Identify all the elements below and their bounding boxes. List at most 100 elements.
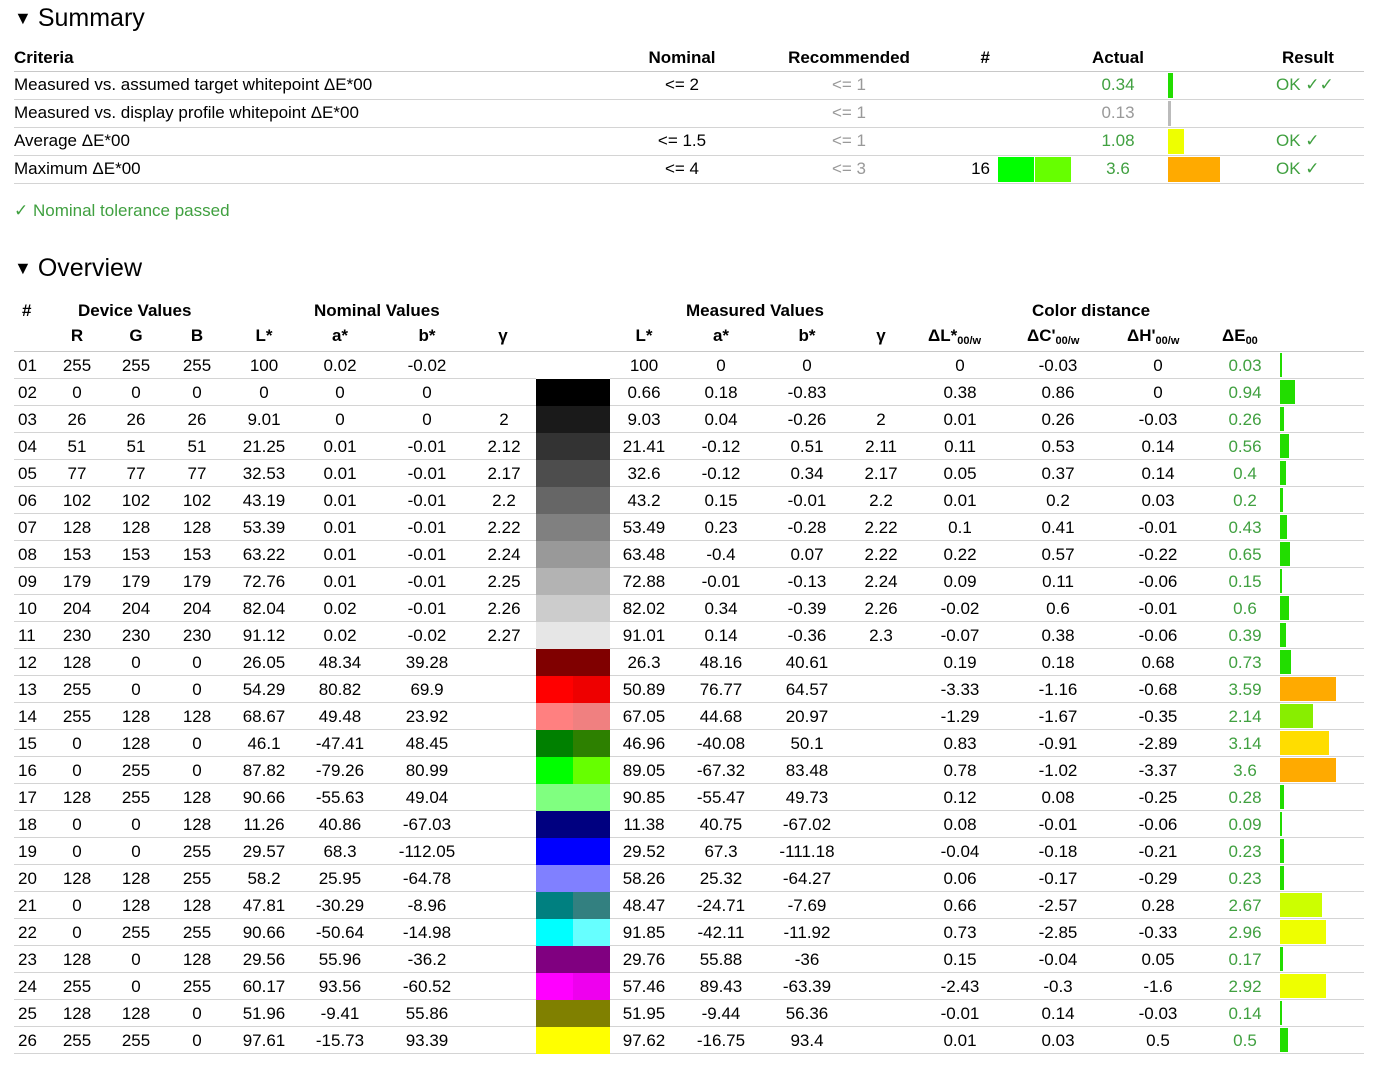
criteria-cell: Average ΔE*00 <box>14 131 130 150</box>
nominal-gamma-cell: 2.22 <box>487 518 521 537</box>
device-r-cell: 0 <box>72 923 82 942</box>
delta-e-bar <box>1280 353 1282 377</box>
summary-section-toggle[interactable]: ▼ Summary <box>14 3 145 33</box>
delta-h-cell: 0.14 <box>1141 464 1175 483</box>
criteria-cell: Maximum ΔE*00 <box>14 159 141 178</box>
measured-color-swatch <box>573 730 610 757</box>
row-number-cell: 11 <box>18 626 36 645</box>
device-r-cell: 128 <box>62 653 92 672</box>
table-row: 26 255 255 0 97.61 -15.73 93.39 97.62 -16.75 93.4… <box>14 1027 1364 1054</box>
delta-h-cell: -0.21 <box>1138 842 1178 861</box>
nominal-a-cell: 0 <box>335 383 345 402</box>
device-g-cell: 0 <box>131 653 141 672</box>
measured-l-cell: 72.88 <box>622 572 666 591</box>
measured-b-cell: 93.4 <box>790 1031 824 1050</box>
nominal-a-cell: -15.73 <box>315 1031 365 1050</box>
device-r-cell: 179 <box>62 572 92 591</box>
nominal-b-cell: -0.01 <box>407 491 447 510</box>
delta-h-header: ΔH'00/w <box>1127 326 1180 347</box>
nominal-l-cell: 58.2 <box>247 869 281 888</box>
delta-e-bar <box>1280 812 1282 836</box>
delta-c-cell: -2.57 <box>1038 896 1078 915</box>
nominal-color-swatch <box>536 379 573 406</box>
measured-color-swatch <box>573 595 610 622</box>
nominal-b-cell: -0.01 <box>407 464 447 483</box>
overview-header-row: R G B L* a* b* γ L* a* b* γ ΔL*00/w ΔC'0… <box>14 322 1364 352</box>
nominal-b-cell: 93.39 <box>405 1031 449 1050</box>
color-distance-header: Color distance <box>1032 301 1151 320</box>
row-number-cell: 06 <box>18 491 37 510</box>
nominal-a-cell: 0.01 <box>323 572 357 591</box>
row-number-cell: 21 <box>18 896 37 915</box>
measured-b-cell: -0.13 <box>787 572 827 591</box>
summary-table: Criteria Nominal Recommended # Actual Re… <box>14 45 1364 184</box>
nominal-color-swatch <box>536 946 573 973</box>
nominal-color-swatch <box>536 892 573 919</box>
device-r-cell: 204 <box>62 599 92 618</box>
device-r-cell: 51 <box>67 437 87 456</box>
nominal-cell: <= 2 <box>664 75 700 94</box>
delta-e-bar <box>1280 380 1295 404</box>
measured-l-cell: 89.05 <box>622 761 666 780</box>
measured-b-cell: 56.36 <box>785 1004 829 1023</box>
delta-h-cell: -3.37 <box>1138 761 1178 780</box>
measured-l-cell: 9.03 <box>627 410 661 429</box>
delta-l-cell: 0.38 <box>943 383 977 402</box>
delta-e-bar <box>1280 758 1337 782</box>
summary-header-row: Criteria Nominal Recommended # Actual Re… <box>14 45 1364 72</box>
measured-color-swatch <box>573 757 610 784</box>
nominal-gamma-cell: 2.17 <box>487 464 521 483</box>
nominal-l-cell: 0 <box>259 383 269 402</box>
row-number-cell: 24 <box>18 977 37 996</box>
device-r-cell: 255 <box>62 680 92 699</box>
device-r-cell: 0 <box>72 761 82 780</box>
nominal-l-cell: 29.56 <box>242 950 286 969</box>
device-b-cell: 153 <box>182 545 212 564</box>
measured-gamma-cell: 2.22 <box>864 518 898 537</box>
r-header: R <box>70 326 84 345</box>
measured-color-swatch <box>573 973 610 1000</box>
overview-table: # Device Values Nominal Values Measured … <box>14 297 1364 1054</box>
nominal-color-swatch <box>536 973 573 1000</box>
delta-e-cell: 0.15 <box>1228 572 1262 591</box>
delta-e-bar <box>1280 920 1327 944</box>
measured-l-cell: 67.05 <box>622 707 666 726</box>
delta-e-bar <box>1280 596 1290 620</box>
overview-section-toggle[interactable]: ▼ Overview <box>14 253 142 283</box>
delta-h-cell: -0.25 <box>1138 788 1178 807</box>
overview-title: Overview <box>37 254 143 282</box>
color-swatch-measured <box>1035 157 1071 182</box>
nominal-b-cell: 23.92 <box>405 707 449 726</box>
measured-a-cell: 0.15 <box>704 491 738 510</box>
measured-l-cell: 91.01 <box>622 626 666 645</box>
nominal-color-swatch <box>536 730 573 757</box>
nominal-a-cell: -50.64 <box>315 923 365 942</box>
nominal-color-swatch <box>536 406 573 433</box>
delta-e-cell: 0.23 <box>1228 842 1262 861</box>
measured-gamma-cell: 2.24 <box>864 572 898 591</box>
measured-gamma-cell: 2.17 <box>864 464 898 483</box>
row-number-cell: 26 <box>18 1031 37 1050</box>
table-row: 09 179 179 179 72.76 0.01 -0.01 2.25 72.88 -0.01 -… <box>14 568 1364 595</box>
delta-l-cell: 0.06 <box>943 869 977 888</box>
device-b-cell: 102 <box>182 491 212 510</box>
delta-c-cell: 0.08 <box>1041 788 1075 807</box>
nominal-b-cell: 0 <box>422 383 432 402</box>
device-b-cell: 0 <box>192 734 202 753</box>
result-cell: OK ✓ <box>1276 159 1320 178</box>
criteria-cell: Measured vs. display profile whitepoint … <box>14 103 359 122</box>
nominal-a-cell: 93.56 <box>318 977 362 996</box>
table-row: 24 255 0 255 60.17 93.56 -60.52 57.46 89.43 -63.3… <box>14 973 1364 1000</box>
device-b-cell: 179 <box>182 572 212 591</box>
measured-gamma-cell: 2.2 <box>869 491 893 510</box>
delta-l-cell: 0.11 <box>944 437 976 456</box>
delta-e-bar <box>1280 461 1287 485</box>
table-row: 14 255 128 128 68.67 49.48 23.92 67.05 44.68 20.9… <box>14 703 1364 730</box>
device-g-cell: 230 <box>121 626 151 645</box>
measured-a-cell: 40.75 <box>699 815 743 834</box>
device-b-cell: 0 <box>192 1031 202 1050</box>
nominal-color-swatch <box>536 487 573 514</box>
measured-b-cell: 0.34 <box>790 464 824 483</box>
device-r-cell: 0 <box>72 383 82 402</box>
hash-group-header: # <box>22 301 32 320</box>
